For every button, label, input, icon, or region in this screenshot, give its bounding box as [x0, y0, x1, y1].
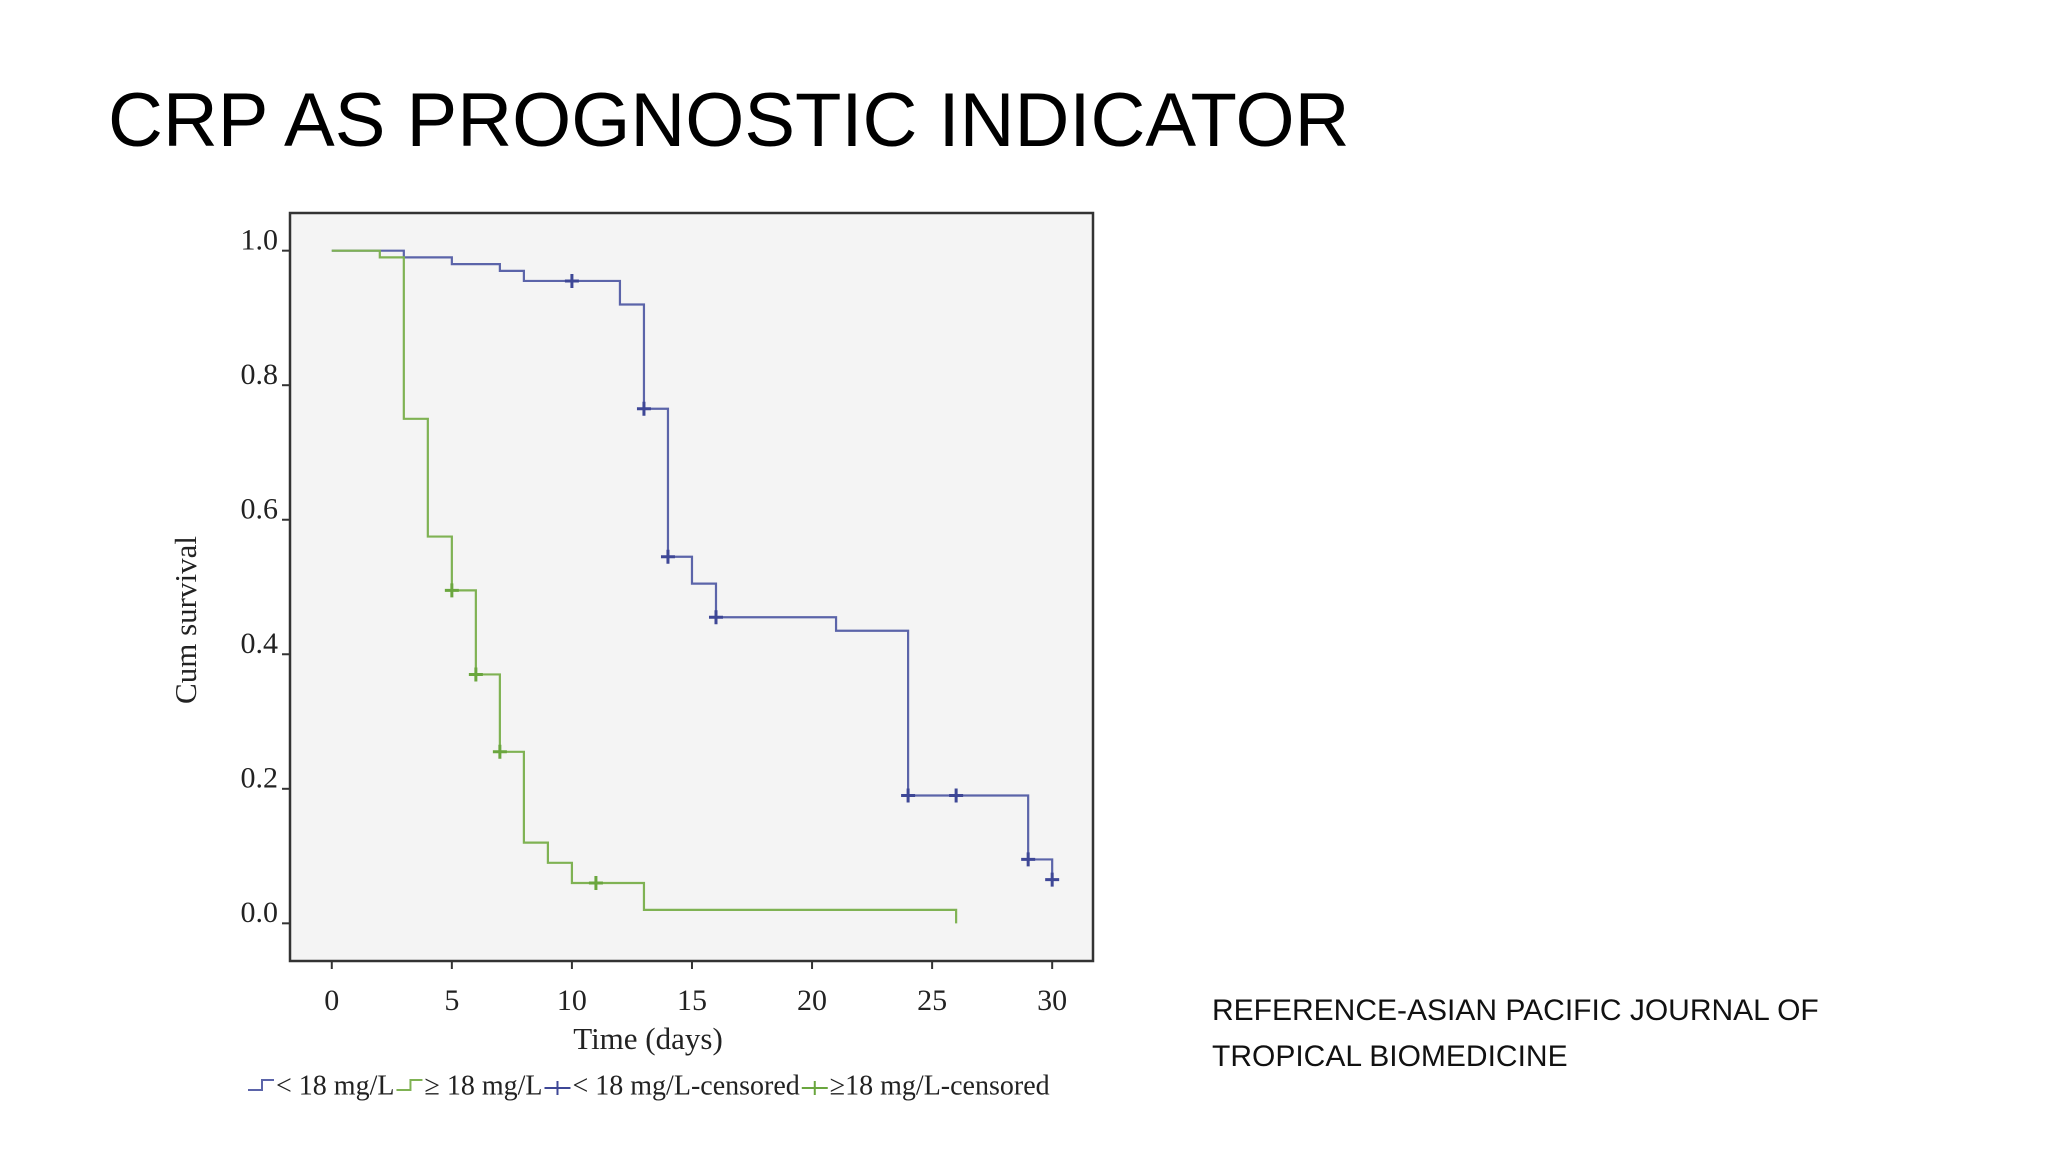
censor-mark — [564, 273, 579, 288]
legend-label: < 18 mg/L-censored — [572, 1070, 799, 1101]
y-tick-label: 0.4 — [241, 627, 279, 660]
legend-swatch — [396, 1079, 423, 1091]
slide-title: CRP AS PROGNOSTIC INDICATOR — [108, 78, 1350, 163]
legend-label: < 18 mg/L — [276, 1070, 394, 1101]
censor-mark — [901, 788, 916, 803]
reference: REFERENCE-ASIAN PACIFIC JOURNAL OF TROPI… — [1212, 994, 1819, 1073]
x-tick-label: 10 — [557, 984, 587, 1017]
censor-mark — [1021, 852, 1036, 867]
x-tick-label: 25 — [917, 984, 947, 1017]
censor-mark — [492, 744, 507, 759]
y-tick-label: 0.0 — [241, 896, 279, 929]
censor-mark — [588, 875, 603, 890]
x-tick-label: 0 — [324, 984, 339, 1017]
legend-swatch — [544, 1081, 571, 1095]
censor-mark — [949, 788, 964, 803]
x-tick-label: 15 — [677, 984, 707, 1017]
y-tick-label: 0.8 — [241, 358, 279, 391]
legend-swatch — [248, 1079, 274, 1091]
censor-mark — [444, 583, 459, 598]
survival-curve — [331, 249, 1054, 880]
censor-mark — [660, 549, 675, 564]
legend-label: ≥ 18 mg/L — [424, 1070, 542, 1101]
y-tick-label: 0.2 — [241, 762, 279, 795]
x-tick-label: 20 — [797, 984, 827, 1017]
legend-label: ≥18 mg/L-censored — [830, 1070, 1050, 1101]
y-tick-label: 0.6 — [241, 493, 279, 526]
plot-area — [288, 211, 1095, 963]
censor-mark — [1045, 872, 1060, 887]
y-tick-label: 1.0 — [241, 224, 279, 257]
y-axis-label: Cum survival — [168, 536, 203, 704]
legend-swatch — [801, 1081, 828, 1095]
censor-mark — [708, 610, 723, 625]
x-tick-label: 30 — [1037, 984, 1067, 1017]
x-axis-label: Time (days) — [573, 1021, 723, 1056]
censor-mark — [636, 401, 651, 416]
censor-mark — [468, 667, 483, 682]
x-tick-label: 5 — [444, 984, 459, 1017]
